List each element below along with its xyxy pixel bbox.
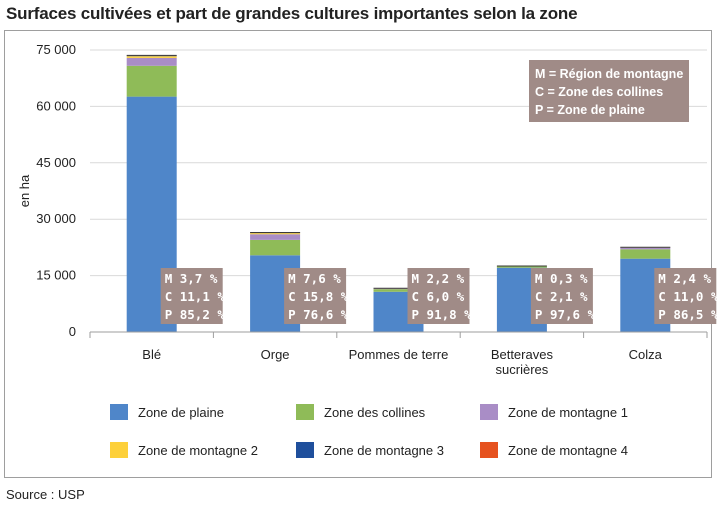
- source-note: Source : USP: [6, 487, 85, 502]
- legend-swatch: [296, 442, 314, 458]
- y-tick-label: 75 000: [36, 42, 76, 57]
- bar-segment: [250, 239, 301, 256]
- annotation-background: [160, 268, 223, 324]
- annotation-line: P 91,8 %: [412, 307, 473, 322]
- category-label: Pommes de terre: [349, 347, 449, 362]
- legend-label: Zone des collines: [324, 405, 426, 420]
- annotation-background: [654, 268, 717, 324]
- annotation-line: P 86,5 %: [658, 307, 719, 322]
- legend-swatch: [480, 442, 498, 458]
- category-label: sucrières: [496, 362, 549, 377]
- bar-segment: [126, 65, 177, 97]
- annotation-line: P 97,6 %: [535, 307, 596, 322]
- annotation-line: M 7,6 %: [288, 271, 341, 286]
- annotation-line: M 3,7 %: [165, 271, 218, 286]
- key-box-line: P = Zone de plaine: [535, 103, 645, 117]
- legend-swatch: [296, 404, 314, 420]
- category-labels: Blé Orge Pommes de terre Betteravessucrière…: [142, 347, 662, 377]
- category-label: Orge: [261, 347, 290, 362]
- share-annotation-box: M 7,6 % C 15,8 % P 76,6 %: [284, 268, 349, 324]
- key-box-background: [529, 60, 689, 122]
- legend-label: Zone de montagne 4: [508, 443, 628, 458]
- annotation-line: M 2,4 %: [658, 271, 711, 286]
- key-box-line: C = Zone des collines: [535, 85, 663, 99]
- category-label: Blé: [142, 347, 161, 362]
- zone-key-box: M = Région de montagne C = Zone des colli…: [529, 60, 689, 122]
- y-tick-label: 0: [69, 324, 76, 339]
- legend-swatch: [110, 442, 128, 458]
- legend-label: Zone de montagne 3: [324, 443, 444, 458]
- bar-segment: [620, 247, 671, 250]
- bar-segment: [126, 55, 177, 57]
- annotation-line: M 0,3 %: [535, 271, 588, 286]
- annotation-background: [284, 268, 347, 324]
- share-annotation-box: M 3,7 % C 11,1 % P 85,2 %: [160, 268, 226, 324]
- share-annotations: M 3,7 % C 11,1 % P 85,2 % M 7,6 % C 15,8 % P …: [160, 268, 719, 324]
- bar-segment: [126, 57, 177, 66]
- annotation-line: M 2,2 %: [412, 271, 465, 286]
- category-label: Colza: [629, 347, 663, 362]
- chart-title: Surfaces cultivées et part de grandes cu…: [6, 4, 578, 23]
- key-box-line: M = Région de montagne: [535, 67, 683, 81]
- bar-segment: [620, 249, 671, 259]
- annotation-line: C 6,0 %: [412, 289, 465, 304]
- bar-segment: [250, 234, 301, 240]
- chart-frame: [4, 30, 712, 478]
- bars: [126, 54, 671, 333]
- share-annotation-box: M 2,2 % C 6,0 % P 91,8 %: [407, 268, 473, 324]
- share-annotation-box: M 2,4 % C 11,0 % P 86,5 %: [654, 268, 719, 324]
- bar-segment: [250, 233, 301, 235]
- legend-label: Zone de plaine: [138, 405, 224, 420]
- bar-segment: [126, 56, 177, 58]
- legend-swatch: [480, 404, 498, 420]
- y-axis-label: en ha: [17, 174, 32, 207]
- legend-swatch: [110, 404, 128, 420]
- legend-label: Zone de montagne 2: [138, 443, 258, 458]
- legend: Zone de plaine Zone des collines Zone de m…: [110, 404, 628, 458]
- y-axis-ticks: 0 15 000 30 000 45 000 60 000 75 000: [36, 42, 76, 339]
- annotation-line: C 2,1 %: [535, 289, 588, 304]
- y-tick-label: 60 000: [36, 98, 76, 113]
- annotation-line: C 15,8 %: [288, 289, 349, 304]
- y-tick-label: 30 000: [36, 211, 76, 226]
- share-annotation-box: M 0,3 % C 2,1 % P 97,6 %: [530, 268, 596, 324]
- bar-segment: [373, 289, 424, 292]
- annotation-background: [407, 268, 470, 324]
- legend-label: Zone de montagne 1: [508, 405, 628, 420]
- y-tick-label: 45 000: [36, 155, 76, 170]
- annotation-line: P 85,2 %: [165, 307, 226, 322]
- y-tick-label: 15 000: [36, 268, 76, 283]
- bar-segment: [373, 288, 424, 290]
- category-label: Betteraves: [491, 347, 554, 362]
- annotation-line: C 11,0 %: [658, 289, 719, 304]
- bar-segment: [496, 266, 547, 268]
- annotation-background: [530, 268, 593, 324]
- annotation-line: P 76,6 %: [288, 307, 349, 322]
- x-axis: [89, 331, 708, 338]
- annotation-line: C 11,1 %: [165, 289, 226, 304]
